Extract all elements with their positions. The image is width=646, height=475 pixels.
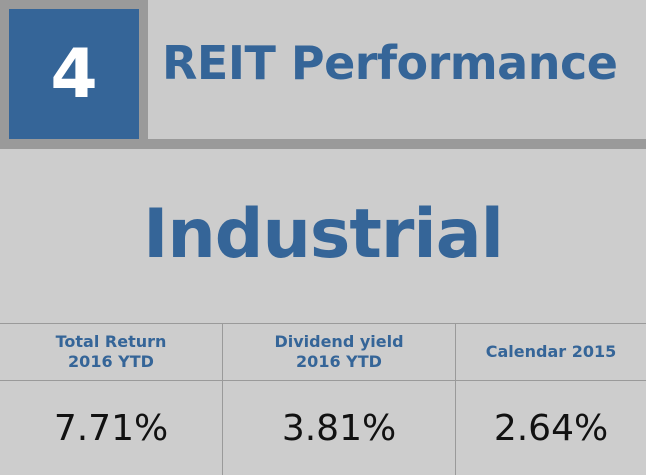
- table-value-row: 7.71% 3.81% 2.64%: [0, 381, 646, 475]
- value-cell-calendar-2015: 2.64%: [455, 381, 646, 475]
- header-cell-line: 2016 YTD: [296, 352, 382, 371]
- value-cell-dividend-yield: 3.81%: [222, 381, 455, 475]
- value-text: 3.81%: [281, 408, 397, 449]
- category-heading: Industrial: [143, 195, 504, 274]
- header-cell-line: 2016 YTD: [68, 352, 154, 371]
- header-cell-total-return: Total Return 2016 YTD: [0, 324, 222, 380]
- header-cell-line: Calendar 2015: [485, 342, 617, 361]
- header-cell-calendar-2015: Calendar 2015: [455, 324, 646, 380]
- value-cell-total-return: 7.71%: [0, 381, 222, 475]
- rank-badge-frame: 4: [0, 0, 148, 139]
- header-cell-dividend-yield: Dividend yield 2016 YTD: [222, 324, 455, 380]
- table-header-row: Total Return 2016 YTD Dividend yield 201…: [0, 324, 646, 381]
- rank-badge: 4: [9, 9, 139, 139]
- header-divider: [0, 139, 646, 149]
- value-text: 7.71%: [53, 408, 169, 449]
- header-cell-line: Dividend yield: [274, 332, 404, 351]
- page-title: REIT Performance: [162, 36, 618, 90]
- performance-table: Total Return 2016 YTD Dividend yield 201…: [0, 323, 646, 475]
- value-text: 2.64%: [493, 408, 609, 449]
- header: 4 REIT Performance: [0, 0, 646, 149]
- header-cell-line: Total Return: [55, 332, 167, 351]
